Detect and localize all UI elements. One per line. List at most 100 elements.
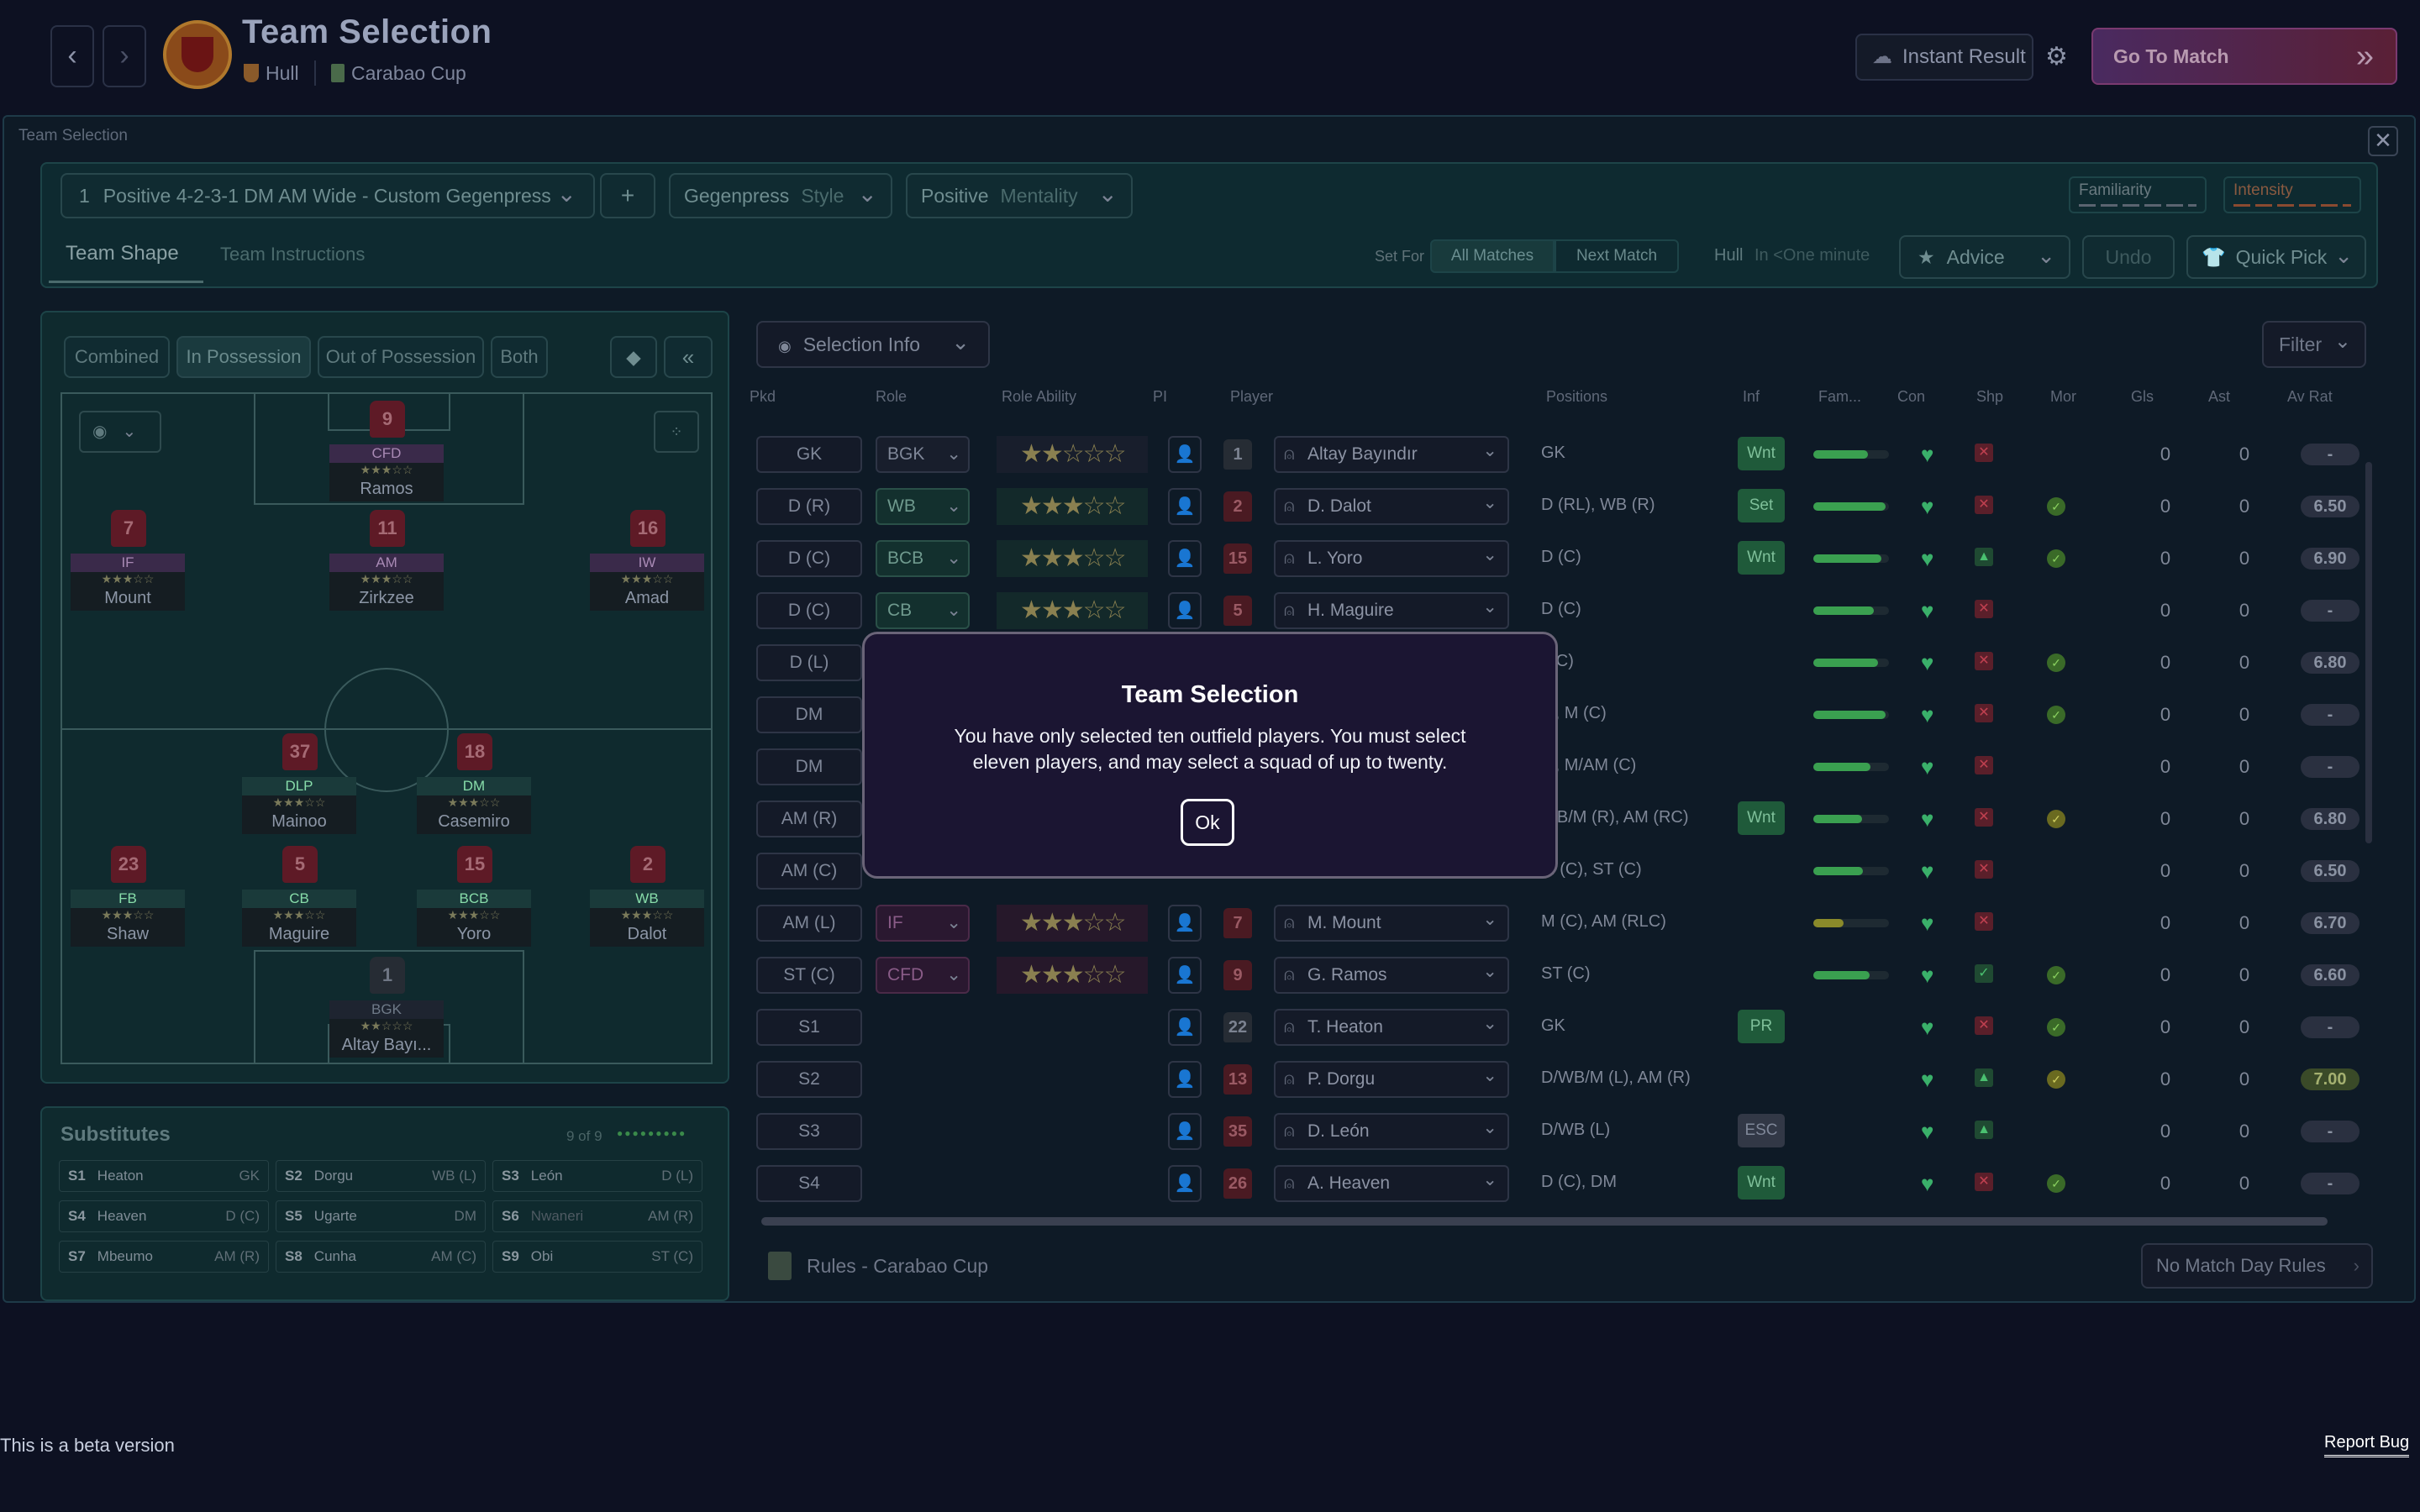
player-select[interactable]: L. Yoro	[1274, 538, 1509, 577]
pitch-player[interactable]: 18 DM ★★★☆☆ Casemiro	[417, 733, 531, 837]
close-button[interactable]: ✕	[2368, 126, 2398, 156]
col-ast[interactable]: Ast	[2208, 388, 2231, 405]
table-row[interactable]: AM (L) IF⌄ ★★★☆☆ 👤 7 M. Mount M (C), AM …	[748, 897, 2365, 948]
tab-team-shape[interactable]: Team Shape	[66, 242, 179, 265]
pkd-cell[interactable]: S1	[756, 1009, 862, 1046]
col-positions[interactable]: Positions	[1546, 388, 1608, 405]
set-for-all-matches[interactable]: All Matches	[1430, 239, 1555, 273]
role-select[interactable]: BCB ⌄	[876, 540, 970, 577]
col-role-ability[interactable]: Role Ability	[1002, 388, 1077, 405]
table-row[interactable]: AM (C) M (C), ST (C) ♥ ✕ 0 0 6.50	[748, 845, 2365, 895]
sub-slot[interactable]: S5 Ugarte DM	[276, 1200, 486, 1232]
view-out-of-possession[interactable]: Out of Possession	[318, 336, 484, 378]
person-icon[interactable]: 👤	[1168, 1113, 1202, 1150]
player-select[interactable]: G. Ramos	[1274, 955, 1509, 994]
horizontal-scrollbar[interactable]	[761, 1217, 2328, 1226]
col-con[interactable]: Con	[1897, 388, 1926, 405]
sub-slot[interactable]: S1 Heaton GK	[59, 1160, 269, 1192]
table-row[interactable]: D (L) (LC) ♥ ✕ ✓ 0 0 6.80	[748, 637, 2365, 687]
player-select[interactable]: T. Heaton	[1274, 1007, 1509, 1046]
role-select[interactable]: WB ⌄	[876, 488, 970, 525]
filter-button[interactable]: Filter ⌄	[2262, 321, 2366, 368]
undo-button[interactable]: Undo	[2082, 235, 2175, 279]
selection-info-select[interactable]: ◉ Selection Info ⌄	[756, 321, 990, 368]
pkd-cell[interactable]: GK	[756, 436, 862, 473]
visibility-select[interactable]: ◉ ⌄	[79, 411, 161, 453]
pkd-cell[interactable]: S2	[756, 1061, 862, 1098]
mentality-select[interactable]: Positive Mentality ⌄	[906, 173, 1133, 218]
col-pi[interactable]: PI	[1153, 388, 1168, 405]
role-select[interactable]: BGK ⌄	[876, 436, 970, 473]
pitch-player[interactable]: 2 WB ★★★☆☆ Dalot	[590, 846, 704, 950]
player-select[interactable]: M. Mount	[1274, 903, 1509, 942]
sub-slot[interactable]: S4 Heaven D (C)	[59, 1200, 269, 1232]
go-to-match-button[interactable]: Go To Match »	[2091, 28, 2397, 85]
tab-team-instructions[interactable]: Team Instructions	[220, 244, 366, 265]
pkd-cell[interactable]: AM (R)	[756, 801, 862, 837]
collapse-icon[interactable]: «	[664, 336, 713, 378]
tactic-select[interactable]: 1 Positive 4-2-3-1 DM AM Wide - Custom Ge…	[60, 173, 595, 218]
quick-pick-button[interactable]: 👕 Quick Pick ⌄	[2186, 235, 2366, 279]
pitch-player[interactable]: 7 IF ★★★☆☆ Mount	[71, 510, 185, 614]
pkd-cell[interactable]: AM (C)	[756, 853, 862, 890]
pkd-cell[interactable]: DM	[756, 748, 862, 785]
pkd-cell[interactable]: AM (L)	[756, 905, 862, 942]
sub-slot[interactable]: S9 Obi ST (C)	[492, 1241, 702, 1273]
pitch-player[interactable]: 37 DLP ★★★☆☆ Mainoo	[242, 733, 356, 837]
set-for-next-match[interactable]: Next Match	[1555, 239, 1679, 273]
person-icon[interactable]: 👤	[1168, 1061, 1202, 1098]
pkd-cell[interactable]: D (R)	[756, 488, 862, 525]
view-combined[interactable]: Combined	[64, 336, 170, 378]
table-row[interactable]: D (C) CB⌄ ★★★☆☆ 👤 5 H. Maguire D (C) ♥ ✕…	[748, 585, 2365, 635]
back-button[interactable]: ‹	[50, 25, 94, 87]
table-row[interactable]: S4 👤 26 A. Heaven D (C), DM Wnt ♥ ✕ ✓ 0 …	[748, 1158, 2365, 1208]
style-select[interactable]: Gegenpress Style ⌄	[669, 173, 892, 218]
pitch-player[interactable]: 5 CB ★★★☆☆ Maguire	[242, 846, 356, 950]
role-select[interactable]: IF ⌄	[876, 905, 970, 942]
forward-button[interactable]: ›	[103, 25, 146, 87]
pkd-cell[interactable]: S3	[756, 1113, 862, 1150]
gear-icon[interactable]: ⚙	[2045, 43, 2068, 71]
col-pkd[interactable]: Pkd	[750, 388, 776, 405]
table-row[interactable]: D (C) BCB⌄ ★★★☆☆ 👤 15 L. Yoro D (C) Wnt …	[748, 533, 2365, 583]
pkd-cell[interactable]: D (C)	[756, 540, 862, 577]
table-row[interactable]: S1 👤 22 T. Heaton GK PR ♥ ✕ ✓ 0 0 -	[748, 1001, 2365, 1052]
table-row[interactable]: ST (C) CFD⌄ ★★★☆☆ 👤 9 G. Ramos ST (C) ♥ …	[748, 949, 2365, 1000]
ok-button[interactable]: Ok	[1181, 799, 1234, 846]
player-select[interactable]: H. Maguire	[1274, 591, 1509, 629]
pkd-cell[interactable]: ST (C)	[756, 957, 862, 994]
player-select[interactable]: Altay Bayındır	[1274, 434, 1509, 473]
add-tactic-button[interactable]: +	[600, 173, 655, 218]
pitch-player[interactable]: 11 AM ★★★☆☆ Zirkzee	[329, 510, 444, 614]
pitch-player[interactable]: 23 FB ★★★☆☆ Shaw	[71, 846, 185, 950]
pkd-cell[interactable]: D (L)	[756, 644, 862, 681]
player-select[interactable]: D. Dalot	[1274, 486, 1509, 525]
role-select[interactable]: CB ⌄	[876, 592, 970, 629]
col-role[interactable]: Role	[876, 388, 908, 405]
col-shp[interactable]: Shp	[1976, 388, 2004, 405]
pkd-cell[interactable]: S4	[756, 1165, 862, 1202]
table-row[interactable]: D (R) WB⌄ ★★★☆☆ 👤 2 D. Dalot D (RL), WB …	[748, 480, 2365, 531]
pitch-player[interactable]: 1 BGK ★★☆☆☆ Altay Bayı...	[329, 957, 444, 1061]
col-mor[interactable]: Mor	[2050, 388, 2076, 405]
person-icon[interactable]: 👤	[1168, 540, 1202, 577]
pitch-player[interactable]: 9 CFD ★★★☆☆ Ramos	[329, 401, 444, 505]
col-inf[interactable]: Inf	[1743, 388, 1760, 405]
col-av-rat[interactable]: Av Rat	[2287, 388, 2333, 405]
player-select[interactable]: D. León	[1274, 1111, 1509, 1150]
view-both[interactable]: Both	[491, 336, 548, 378]
table-row[interactable]: S3 👤 35 D. León D/WB (L) ESC ♥ ▲ 0 0 -	[748, 1105, 2365, 1156]
advice-button[interactable]: ★ Advice ⌄	[1899, 235, 2070, 279]
person-icon[interactable]: 👤	[1168, 1165, 1202, 1202]
diamond-icon[interactable]: ◆	[610, 336, 657, 378]
view-in-possession[interactable]: In Possession	[176, 336, 311, 378]
sub-slot[interactable]: S6 Nwaneri AM (R)	[492, 1200, 702, 1232]
table-row[interactable]: AM (R) WB/M (R), AM (RC) Wnt ♥ ✕ ✓ 0 0 6…	[748, 793, 2365, 843]
pitch-player[interactable]: 15 BCB ★★★☆☆ Yoro	[417, 846, 531, 950]
person-icon[interactable]: 👤	[1168, 1009, 1202, 1046]
table-row[interactable]: S2 👤 13 P. Dorgu D/WB/M (L), AM (R) ♥ ▲ …	[748, 1053, 2365, 1104]
sub-slot[interactable]: S7 Mbeumo AM (R)	[59, 1241, 269, 1273]
table-row[interactable]: DM M, M/AM (C) ♥ ✕ 0 0 -	[748, 741, 2365, 791]
person-icon[interactable]: 👤	[1168, 488, 1202, 525]
match-day-rules-button[interactable]: No Match Day Rules ›	[2141, 1243, 2373, 1289]
